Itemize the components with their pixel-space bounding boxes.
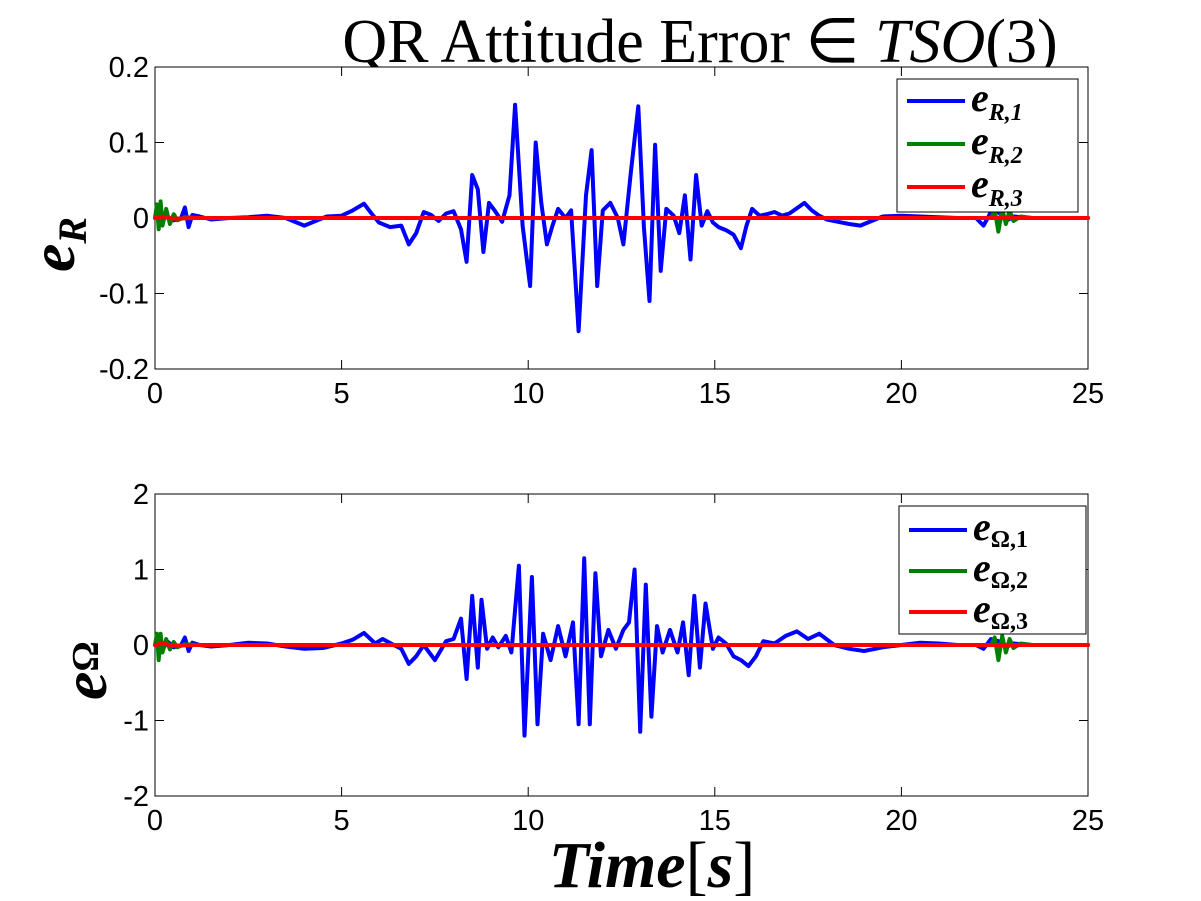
legend-entry: eΩ,2 [909, 545, 1028, 594]
x-tick-label: 5 [334, 805, 350, 837]
y-axis-label: eΩ [49, 641, 120, 700]
legend-label: eR,2 [971, 118, 1023, 169]
legend-label: eR,3 [971, 161, 1023, 212]
series-line [153, 214, 1090, 221]
x-tick-label: 25 [1072, 378, 1104, 410]
legend-label: eΩ,3 [973, 586, 1028, 635]
legend-label: eR,1 [971, 75, 1023, 126]
x-tick-label: 15 [699, 805, 731, 837]
x-ticks: 0 5 10 15 20 25 [147, 67, 1104, 410]
legend-entry: eΩ,3 [909, 586, 1028, 635]
legend-label: eΩ,2 [973, 545, 1028, 594]
plot-angular-velocity-error: 0 5 10 15 20 25 -2 -1 0 1 2 eΩ Time[s] eΩ,1 eΩ,2 … [49, 479, 1104, 901]
x-tick-label: 5 [334, 378, 350, 410]
x-tick-label: 0 [147, 378, 163, 410]
series-line [153, 102, 1090, 334]
series-line [153, 641, 1090, 648]
y-tick-label: 1 [133, 555, 149, 587]
x-tick-label: 10 [512, 378, 544, 410]
y-tick-label: -0.2 [99, 354, 149, 386]
y-tick-label: 0.2 [109, 52, 149, 84]
x-tick-label: 25 [1072, 805, 1104, 837]
x-ticks: 0 5 10 15 20 25 [147, 494, 1104, 837]
plot-attitude-error: 0 5 10 15 20 25 -0.2 -0.1 0 0.1 0.2 eR eR,1 eR,2 … [17, 52, 1104, 410]
series-lines [153, 102, 1090, 334]
y-axis-label: eR [17, 217, 95, 272]
y-tick-label: 0 [133, 630, 149, 662]
x-axis-label: Time[s] [549, 829, 756, 901]
legend-entry: eR,1 [907, 75, 1023, 126]
legend-entry: eR,2 [907, 118, 1023, 169]
chart-title: QR Attitude Error ∈ TSO(3) [342, 8, 1057, 76]
y-tick-label: 0 [133, 203, 149, 235]
y-tick-label: 0.1 [109, 128, 149, 160]
x-tick-label: 20 [885, 805, 917, 837]
legend-entry: eΩ,1 [909, 504, 1028, 553]
legend-entry: eR,3 [907, 161, 1023, 212]
legend: eR,1 eR,2 eR,3 [896, 75, 1079, 213]
legend-label: eΩ,1 [973, 504, 1028, 553]
x-tick-label: 15 [699, 378, 731, 410]
series-lines [153, 556, 1090, 738]
x-tick-label: 10 [512, 805, 544, 837]
y-ticks: -0.2 -0.1 0 0.1 0.2 [99, 52, 1088, 386]
y-tick-label: 2 [133, 479, 149, 511]
x-tick-label: 20 [885, 378, 917, 410]
legend: eΩ,1 eΩ,2 eΩ,3 [898, 504, 1087, 635]
y-tick-label: -0.1 [99, 279, 149, 311]
y-tick-label: -2 [123, 781, 149, 813]
y-tick-label: -1 [123, 706, 149, 738]
x-tick-label: 0 [147, 805, 163, 837]
